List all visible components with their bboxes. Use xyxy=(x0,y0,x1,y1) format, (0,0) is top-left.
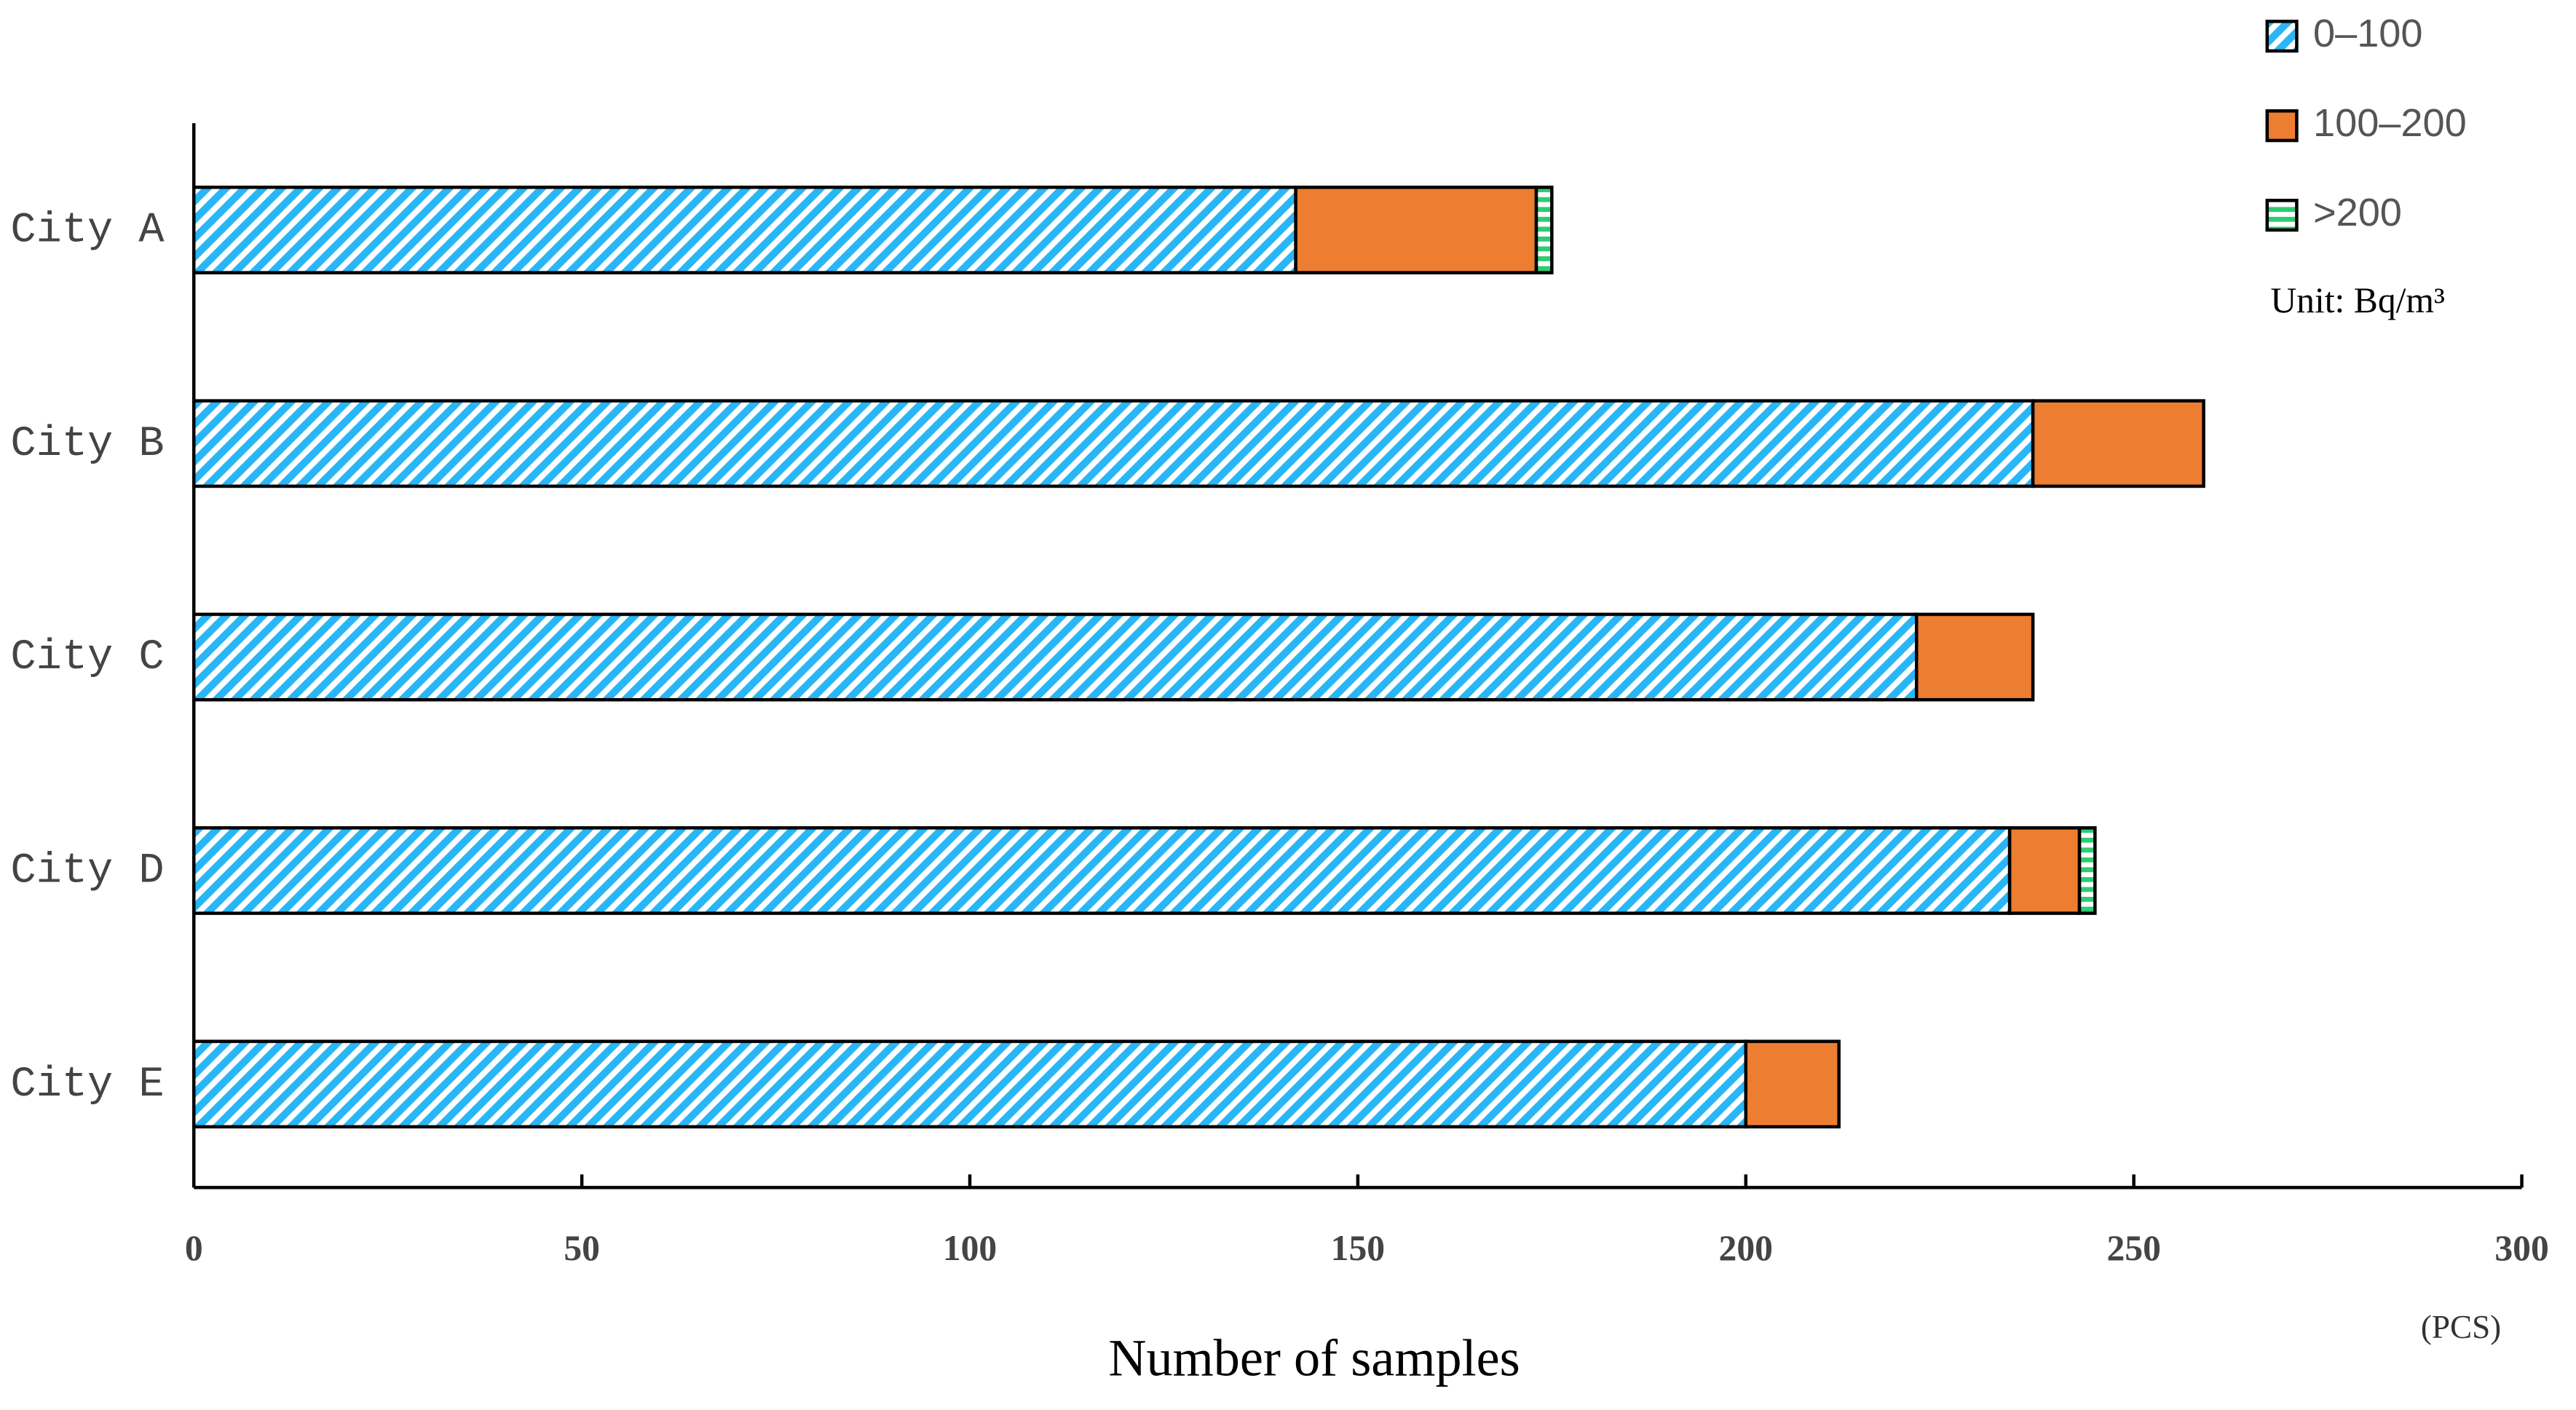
bar-segment xyxy=(191,399,2035,488)
y-tick-label: City A xyxy=(10,205,165,254)
x-tick-label: 0 xyxy=(185,1228,203,1268)
legend-swatch xyxy=(2265,109,2299,143)
bar-segment xyxy=(2031,399,2205,488)
x-tick-label: 200 xyxy=(1719,1228,1773,1268)
x-axis-title: Number of samples xyxy=(1108,1328,1520,1387)
x-tick-label: 150 xyxy=(1331,1228,1385,1268)
legend-label: 100–200 xyxy=(2313,101,2467,145)
bar-segment xyxy=(1914,612,2035,702)
x-tick-label: 250 xyxy=(2106,1228,2160,1268)
legend-note: Unit: Bq/m³ xyxy=(2270,280,2445,320)
x-tick-label: 50 xyxy=(564,1228,600,1268)
y-tick-label: City E xyxy=(10,1060,164,1109)
x-axis-unit: (PCS) xyxy=(2421,1309,2501,1345)
legend-swatch xyxy=(2265,199,2299,232)
bar-segment xyxy=(191,1039,1748,1129)
bar-segment xyxy=(1294,186,1538,274)
x-tick-label: 100 xyxy=(943,1228,997,1268)
y-tick-label: City B xyxy=(10,419,164,468)
bar-segment xyxy=(1744,1039,1841,1129)
bar-segment xyxy=(191,186,1297,274)
legend-swatch xyxy=(2265,20,2299,53)
y-tick-label: City C xyxy=(10,633,164,681)
bar-segment xyxy=(2077,826,2097,915)
bar-segment xyxy=(191,612,1919,702)
legend-label: >200 xyxy=(2313,191,2402,234)
bar-segment xyxy=(2007,826,2082,915)
bar-segment xyxy=(191,826,2012,915)
y-tick-label: City D xyxy=(10,846,164,895)
legend-label: 0–100 xyxy=(2313,12,2423,55)
x-tick-label: 300 xyxy=(2494,1228,2548,1268)
bar-segment xyxy=(1534,186,1554,274)
